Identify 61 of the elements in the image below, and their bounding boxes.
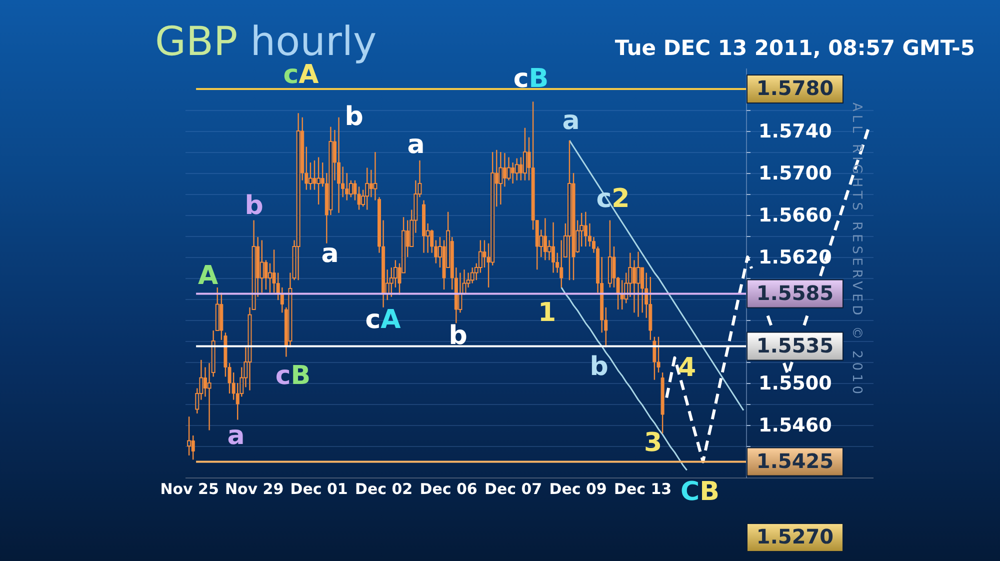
annotation: cA — [365, 305, 401, 335]
annotation: b — [344, 102, 364, 132]
candlestick — [191, 434, 195, 460]
y-tick-label: 1.5620 — [758, 246, 832, 268]
annotation: cB — [513, 64, 549, 94]
candlestick — [264, 260, 268, 290]
annotation: 4 — [678, 353, 696, 383]
annotation: b — [244, 191, 264, 221]
candlestick — [514, 158, 519, 181]
x-tick-label: Dec 01 — [290, 480, 348, 498]
annotation: a — [407, 130, 425, 160]
ref-line-label: 1.5585 — [756, 280, 834, 305]
annotation: CB — [680, 477, 720, 507]
candlestick — [511, 162, 515, 184]
candlestick — [308, 162, 312, 190]
annotation: ALL RIGHTS RESERVED © 2010 — [849, 102, 864, 398]
y-tick-label: 1.5700 — [758, 162, 832, 184]
text: 1.5270 — [756, 524, 834, 548]
candlestick — [316, 156, 321, 206]
x-tick-label: Nov 29 — [224, 480, 284, 498]
x-tick-label: Dec 09 — [549, 480, 607, 498]
candlestick — [260, 240, 264, 294]
x-tick-label: Dec 07 — [484, 480, 542, 498]
annotation: b — [448, 321, 468, 351]
y-tick-label: 1.5740 — [758, 120, 832, 142]
x-tick-label: Dec 02 — [354, 480, 413, 498]
annotation: b — [590, 352, 608, 382]
y-tick-label: 1.5660 — [758, 204, 832, 226]
annotation: a — [227, 421, 245, 451]
candlestick — [652, 336, 656, 380]
annotation: cB — [275, 361, 311, 391]
ref-line-label: 1.5780 — [756, 76, 834, 100]
candlestick — [522, 127, 527, 181]
candlestick — [337, 116, 341, 214]
candlestick — [560, 240, 564, 288]
candlestick — [498, 151, 503, 206]
ref-line-label: 1.5535 — [756, 333, 834, 358]
annotation: a — [562, 106, 580, 136]
line-series — [568, 140, 744, 412]
chart-subtitle: Tue DEC 13 2011, 08:57 GMT-5 — [614, 36, 975, 60]
candlestick — [369, 169, 373, 198]
annotation: 3 — [644, 428, 662, 458]
x-tick-label: Dec 06 — [420, 480, 478, 498]
candlestick — [584, 211, 588, 248]
y-tick-label: 1.5500 — [758, 372, 832, 394]
annotation: A — [198, 261, 218, 291]
candlestick — [268, 262, 272, 294]
candlestick — [458, 272, 462, 314]
annotation: c2 — [596, 184, 630, 214]
ref-line-label: 1.5425 — [756, 448, 834, 473]
candlestick — [312, 160, 316, 190]
candlestick — [187, 416, 192, 456]
annotation: a — [321, 239, 339, 269]
candlestick — [470, 266, 474, 284]
y-tick-label: 1.5460 — [758, 414, 832, 436]
candlestick — [636, 251, 640, 318]
annotation: 1 — [538, 298, 556, 328]
candlestick — [543, 218, 547, 261]
x-tick-label: Dec 13 — [614, 480, 672, 498]
x-tick-label: Nov 25 — [160, 480, 219, 498]
candlestick — [365, 167, 370, 210]
